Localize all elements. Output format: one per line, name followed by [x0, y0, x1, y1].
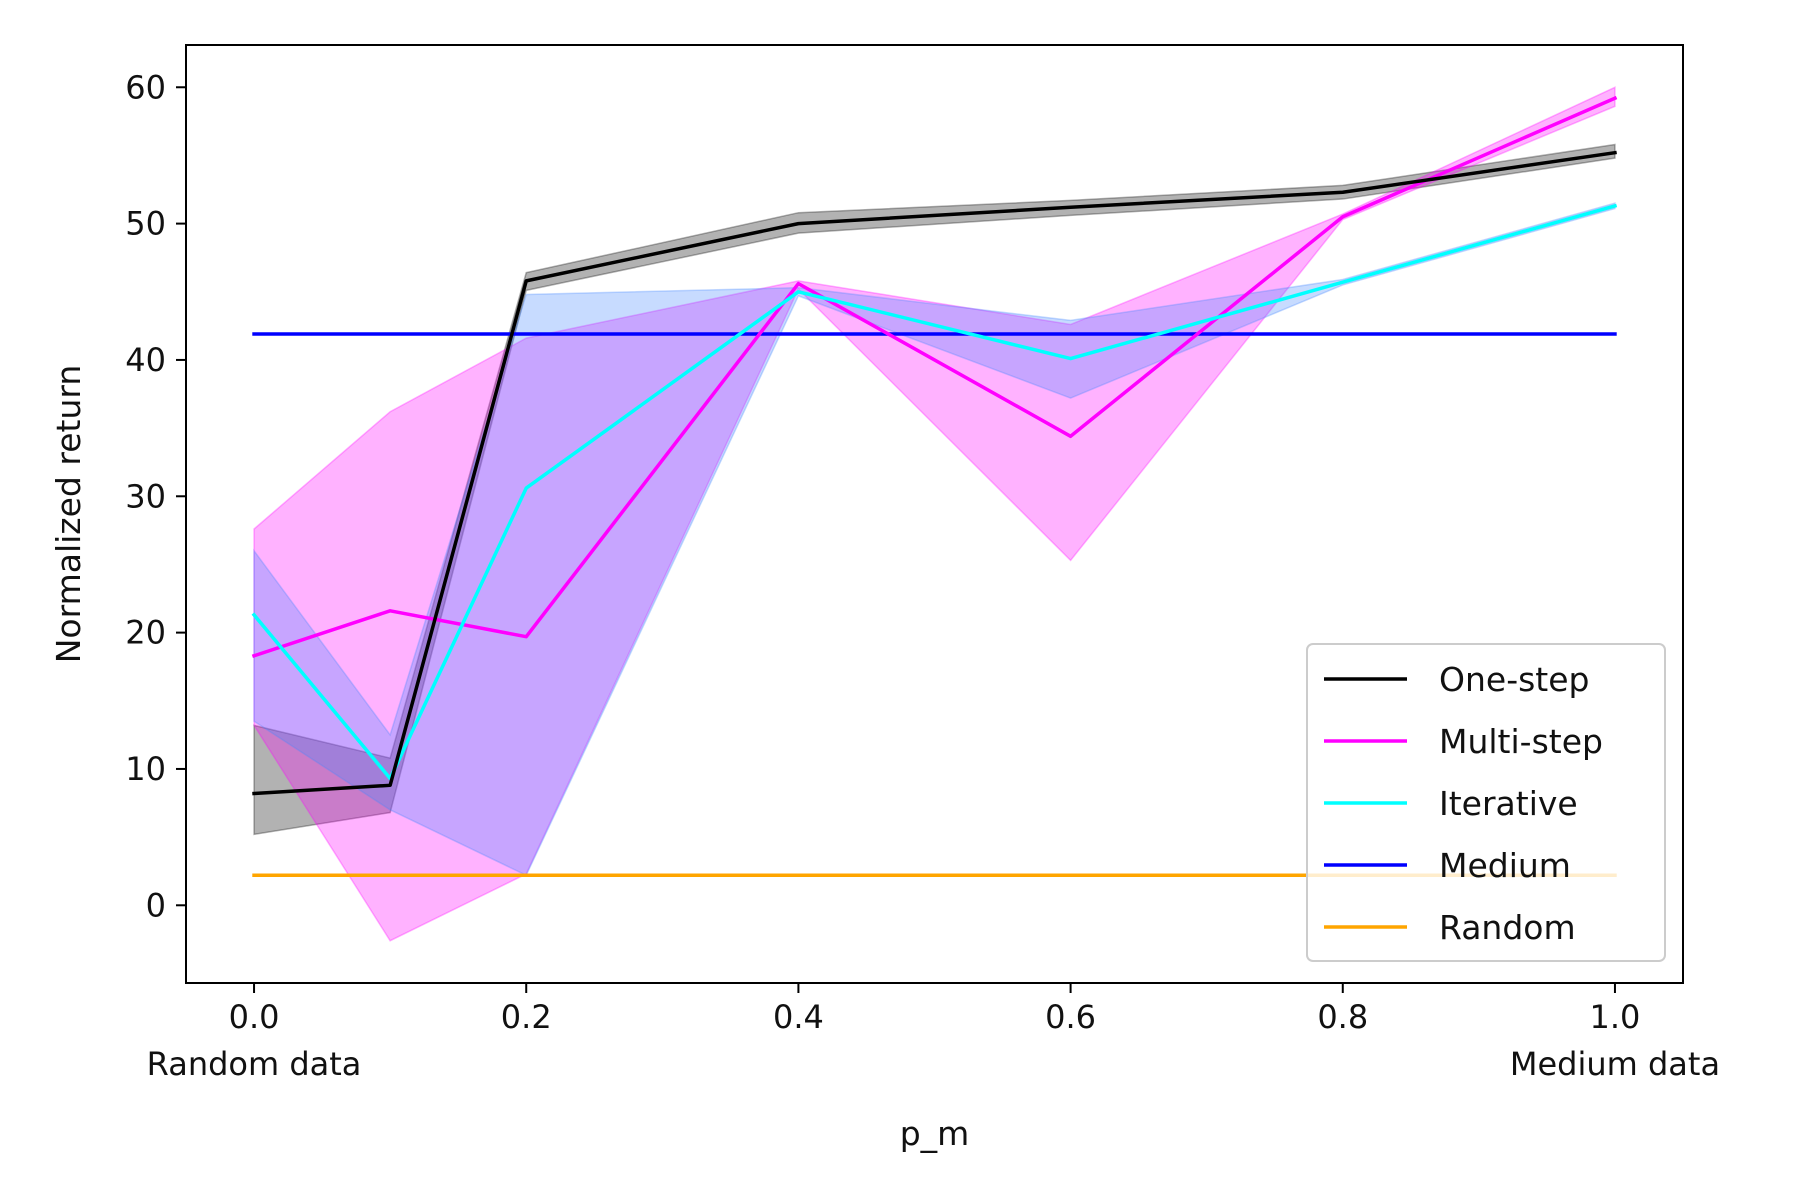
x-axis: 0.0 0.2 0.4 0.6 0.8 1.0 Random data Medium data: [147, 983, 1720, 1083]
x-tick-label: 0.8: [1317, 998, 1368, 1036]
x-tick-label: 0.0: [229, 998, 280, 1036]
x-tick-label: 1.0: [1590, 998, 1641, 1036]
plot-frame: [185, 44, 1684, 984]
y-tick-label: 60: [125, 68, 166, 106]
legend-label-medium: Medium: [1439, 846, 1571, 885]
x-tick-label: 0.2: [501, 998, 552, 1036]
legend-label-random: Random: [1439, 908, 1576, 947]
legend-label-multi-step: Multi-step: [1439, 722, 1603, 761]
x-tick-sublabel: Medium data: [1510, 1045, 1720, 1083]
line-one-step: [252, 150, 1617, 796]
x-axis-label: p_m: [900, 1114, 970, 1153]
legend: One-step Multi-step Iterative Medium Random: [1306, 643, 1666, 962]
series-lines: [251, 95, 1618, 878]
y-axis-label: Normalized return: [49, 365, 88, 664]
y-tick-label: 30: [125, 477, 166, 515]
x-tick-label: 0.6: [1045, 998, 1096, 1036]
band-one-step: [253, 143, 1616, 836]
y-axis: 0 10 20 30 40 50 60: [125, 68, 186, 924]
band-iterative: [253, 202, 1616, 877]
legend-label-iterative: Iterative: [1439, 784, 1578, 823]
y-tick-label: 10: [125, 750, 166, 788]
y-tick-label: 0: [146, 886, 166, 924]
y-tick-label: 50: [125, 205, 166, 243]
x-tick-label: 0.4: [773, 998, 824, 1036]
x-tick-sublabel: Random data: [147, 1045, 362, 1083]
legend-box: [1306, 643, 1666, 962]
line-iterative: [251, 203, 1618, 781]
y-tick-label: 40: [125, 341, 166, 379]
legend-label-one-step: One-step: [1439, 660, 1589, 699]
y-tick-label: 20: [125, 614, 166, 652]
line-multi-step: [251, 95, 1618, 659]
